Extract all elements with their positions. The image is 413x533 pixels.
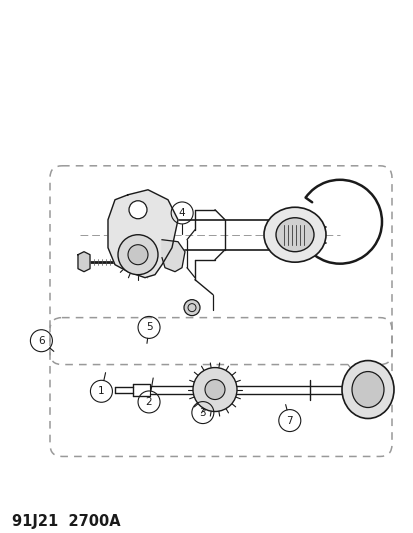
Ellipse shape — [263, 207, 325, 262]
Text: 1: 1 — [98, 386, 104, 397]
Circle shape — [118, 235, 158, 274]
Text: 4: 4 — [178, 208, 185, 218]
Polygon shape — [78, 252, 90, 272]
Text: 3: 3 — [199, 408, 206, 417]
Circle shape — [129, 201, 147, 219]
Ellipse shape — [275, 218, 313, 252]
Ellipse shape — [351, 372, 383, 408]
Circle shape — [204, 379, 224, 400]
Circle shape — [128, 245, 147, 265]
Text: 5: 5 — [145, 322, 152, 333]
Polygon shape — [108, 190, 178, 278]
Text: 7: 7 — [286, 416, 292, 425]
Text: 2: 2 — [145, 397, 152, 407]
Circle shape — [183, 300, 199, 316]
Text: 6: 6 — [38, 336, 45, 346]
Text: 91J21  2700A: 91J21 2700A — [12, 514, 121, 529]
Ellipse shape — [159, 220, 171, 249]
Circle shape — [192, 368, 236, 411]
Ellipse shape — [341, 360, 393, 418]
Polygon shape — [161, 240, 185, 272]
